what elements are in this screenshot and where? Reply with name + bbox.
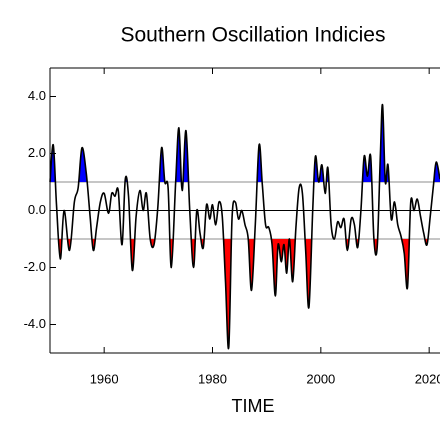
chart-title: Southern Oscillation Indicies — [121, 24, 386, 47]
x-tick-label: 2000 — [306, 371, 335, 386]
x-tick-label: 1980 — [198, 371, 227, 386]
x-tick-label: 1960 — [90, 371, 119, 386]
y-tick-label: -2.0 — [24, 259, 46, 274]
y-tick-label: -4.0 — [24, 316, 46, 331]
x-tick-label: 2020 — [415, 371, 440, 386]
y-tick-label: 4.0 — [28, 88, 46, 103]
line — [49, 103, 440, 350]
y-tick-label: 2.0 — [28, 145, 46, 160]
x-axis-label: TIME — [232, 396, 275, 416]
y-tick-label: 0.0 — [28, 202, 46, 217]
